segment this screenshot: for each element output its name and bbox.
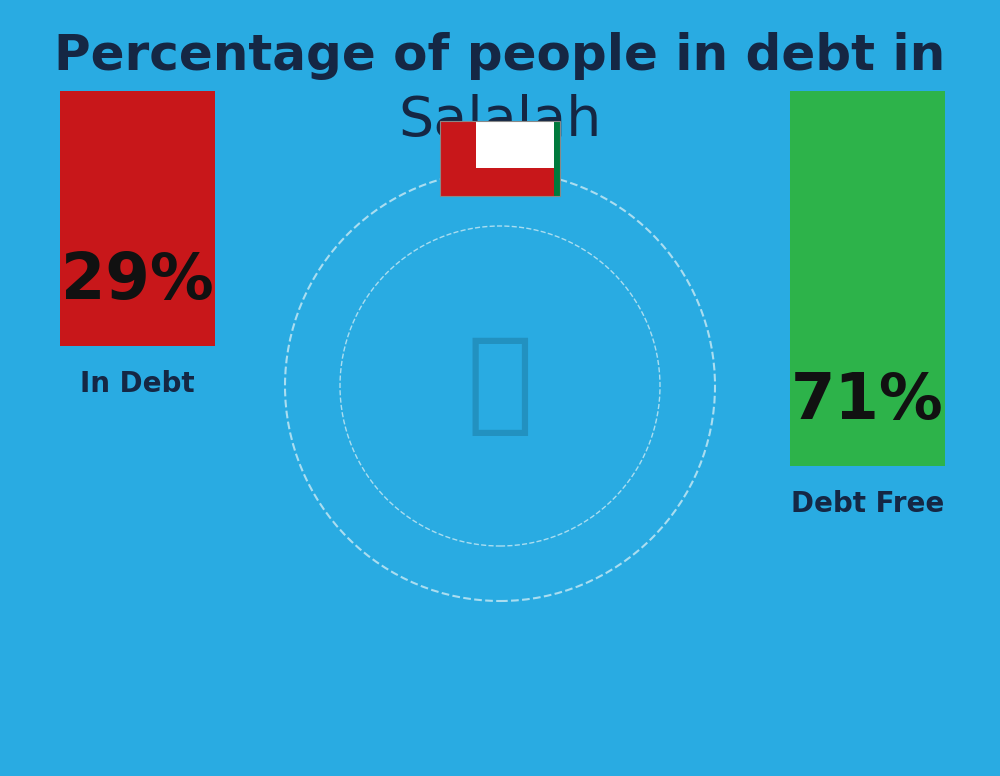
Bar	[440, 121, 476, 196]
Text: Percentage of people in debt in: Percentage of people in debt in	[54, 32, 946, 80]
Bar	[60, 91, 215, 346]
Circle shape	[285, 171, 715, 601]
Text: 71%: 71%	[791, 370, 944, 432]
Text: 🏦: 🏦	[467, 332, 533, 439]
Bar	[476, 168, 554, 196]
Bar	[790, 91, 945, 466]
Bar	[440, 121, 560, 196]
Text: In Debt: In Debt	[80, 370, 195, 398]
Bar	[440, 121, 560, 196]
Text: Salalah: Salalah	[398, 94, 602, 148]
Text: 29%: 29%	[61, 250, 214, 312]
Text: Debt Free: Debt Free	[791, 490, 944, 518]
Bar	[554, 121, 560, 196]
